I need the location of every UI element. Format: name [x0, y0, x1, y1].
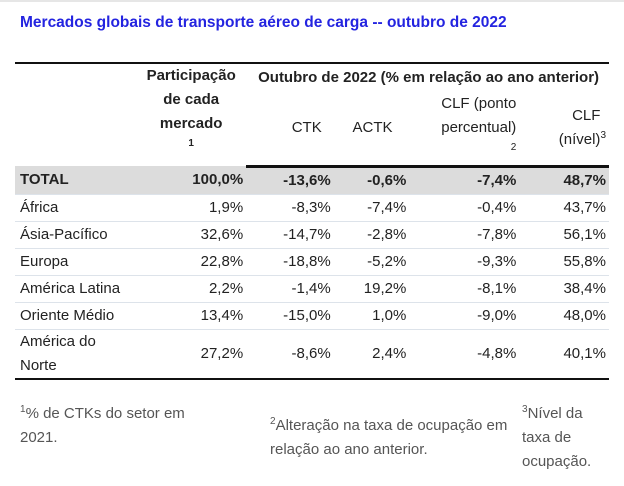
cell-name: TOTAL: [15, 166, 135, 194]
header-clf-pp: CLF (ponto percentual) 2: [409, 90, 520, 168]
cell-clf-level: 48,7%: [519, 166, 609, 194]
cell-clf-pp: -7,4%: [409, 166, 520, 194]
header-row-group: Participação de cada mercado 1 Outubro de…: [15, 62, 609, 166]
footnote-ref-3: 3: [600, 129, 606, 141]
cell-name: África: [15, 193, 135, 221]
cell-actk: 1,0%: [333, 301, 410, 329]
header-market-share: Participação de cada mercado 1: [134, 62, 247, 166]
page-title: Mercados globais de transporte aéreo de …: [20, 14, 507, 31]
header-clf-pp-label: CLF (ponto percentual): [441, 94, 517, 136]
cell-name: Europa: [15, 247, 135, 275]
cell-share: 32,6%: [134, 220, 247, 248]
table-row: África 1,9% -8,3% -7,4% -0,4% 43,7%: [15, 193, 609, 221]
cell-ctk: -13,6%: [246, 166, 334, 194]
cell-actk: -7,4%: [333, 193, 410, 221]
cell-name: Oriente Médio: [15, 301, 135, 329]
cell-ctk: -15,0%: [246, 301, 334, 329]
header-clf-level: CLF (nível)3: [519, 90, 609, 168]
footnote-2-marker: 2: [270, 416, 276, 427]
table-row: América Latina 2,2% -1,4% 19,2% -8,1% 38…: [15, 274, 609, 302]
cell-ctk: -8,6%: [246, 328, 334, 380]
cell-ctk: -8,3%: [246, 193, 334, 221]
cell-share: 27,2%: [134, 328, 247, 380]
header-clf-level-label: CLF (nível): [558, 106, 601, 148]
footnote-1-text: % de CTKs do setor em 2021.: [20, 405, 185, 446]
cell-clf-level: 43,7%: [519, 193, 609, 221]
cell-clf-level: 55,8%: [519, 247, 609, 275]
cell-actk: -5,2%: [333, 247, 410, 275]
cell-share: 2,2%: [134, 274, 247, 302]
cell-clf-level: 38,4%: [519, 274, 609, 302]
cell-ctk: -1,4%: [246, 274, 334, 302]
footnote-2-text: Alteração na taxa de ocupação em relação…: [270, 417, 508, 458]
cell-share: 22,8%: [134, 247, 247, 275]
cell-clf-pp: -0,4%: [409, 193, 520, 221]
header-row-columns: CTK ACTK CLF (ponto percentual) 2 CLF (ní…: [15, 90, 609, 168]
cell-clf-pp: -9,3%: [409, 247, 520, 275]
cell-actk: 2,4%: [333, 328, 410, 380]
footnote-ref-1: 1: [188, 138, 194, 149]
footnote-1-marker: 1: [20, 404, 26, 415]
footnote-2: 2Alteração na taxa de ocupação em relaçã…: [270, 414, 510, 462]
header-ctk-label: CTK: [291, 118, 322, 136]
table-row-total: TOTAL 100,0% -13,6% -0,6% -7,4% 48,7%: [15, 166, 609, 194]
header-actk-label: ACTK: [352, 118, 393, 136]
footnote-1: 1% de CTKs do setor em 2021.: [20, 402, 220, 450]
table-row: América do Norte 27,2% -8,6% 2,4% -4,8% …: [15, 328, 609, 380]
cell-clf-level: 40,1%: [519, 328, 609, 380]
cargo-markets-table: Participação de cada mercado 1 Outubro de…: [15, 62, 609, 380]
cell-name: América do Norte: [15, 328, 135, 380]
footnote-3: 3Nível da taxa de ocupação.: [522, 402, 612, 474]
cell-actk: 19,2%: [333, 274, 410, 302]
cell-clf-pp: -4,8%: [409, 328, 520, 380]
cell-share: 13,4%: [134, 301, 247, 329]
footnote-3-marker: 3: [522, 404, 528, 415]
cell-clf-level: 56,1%: [519, 220, 609, 248]
cell-actk: -0,6%: [333, 166, 410, 194]
header-ctk: CTK: [246, 90, 334, 168]
top-divider: [0, 0, 624, 2]
cell-name: América Latina: [15, 274, 135, 302]
table-row: Ásia-Pacífico 32,6% -14,7% -2,8% -7,8% 5…: [15, 220, 609, 248]
cell-ctk: -14,7%: [246, 220, 334, 248]
cell-name: Ásia-Pacífico: [15, 220, 135, 248]
header-market-share-label: Participação de cada mercado: [146, 67, 236, 132]
cell-clf-pp: -9,0%: [409, 301, 520, 329]
header-market-blank: [15, 62, 135, 166]
header-period-group: Outubro de 2022 (% em relação ao ano ant…: [246, 62, 609, 91]
table-row: Europa 22,8% -18,8% -5,2% -9,3% 55,8%: [15, 247, 609, 275]
cell-actk: -2,8%: [333, 220, 410, 248]
cell-share: 1,9%: [134, 193, 247, 221]
cell-clf-pp: -8,1%: [409, 274, 520, 302]
footnote-3-text: Nível da taxa de ocupação.: [522, 405, 592, 470]
header-actk: ACTK: [333, 90, 410, 168]
cell-clf-level: 48,0%: [519, 301, 609, 329]
cell-clf-pp: -7,8%: [409, 220, 520, 248]
table-row: Oriente Médio 13,4% -15,0% 1,0% -9,0% 48…: [15, 301, 609, 329]
cell-share: 100,0%: [134, 166, 247, 194]
footnote-ref-2: 2: [510, 141, 517, 153]
cell-ctk: -18,8%: [246, 247, 334, 275]
